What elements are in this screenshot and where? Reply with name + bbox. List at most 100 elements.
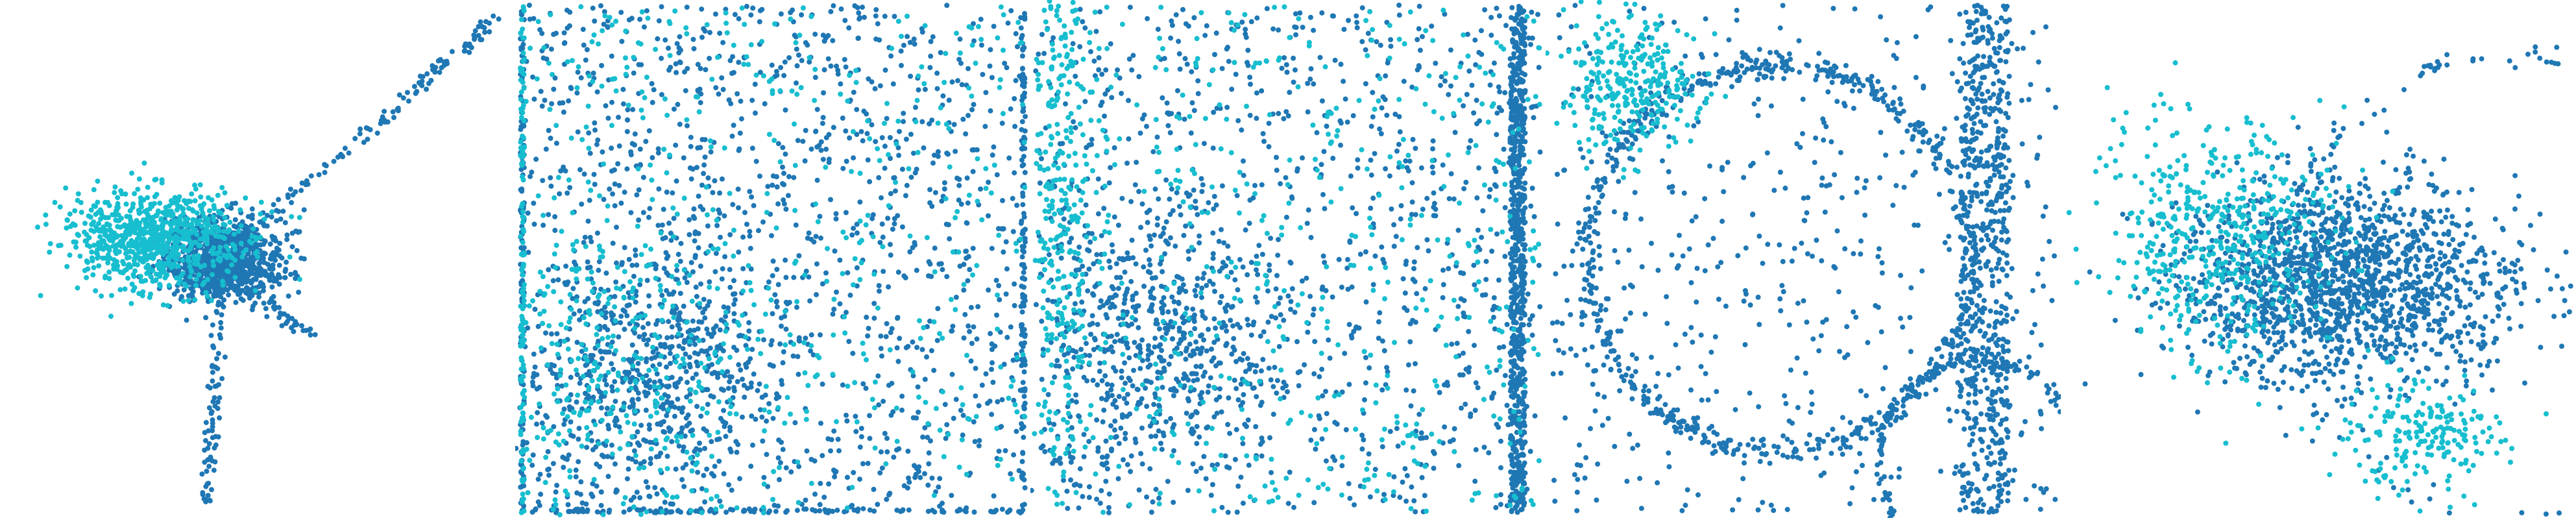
- scatter-point: [609, 123, 614, 129]
- scatter-point: [585, 308, 591, 314]
- scatter-point: [97, 234, 103, 240]
- scatter-point: [598, 3, 603, 8]
- scatter-point: [971, 324, 977, 330]
- scatter-point: [775, 455, 781, 461]
- scatter-point: [601, 161, 607, 167]
- scatter-point: [520, 362, 526, 368]
- scatter-point: [609, 442, 614, 448]
- scatter-point: [585, 276, 590, 282]
- scatter-point: [579, 500, 585, 506]
- scatter-point: [799, 58, 805, 64]
- scatter-point: [860, 138, 866, 143]
- scatter-point: [577, 308, 583, 314]
- scatter-point: [687, 339, 692, 345]
- scatter-point: [289, 315, 295, 321]
- scatter-point: [995, 463, 1001, 469]
- scatter-point: [1109, 393, 1115, 399]
- scatter-point: [821, 67, 827, 73]
- scatter-point: [931, 319, 937, 325]
- scatter-point: [1001, 249, 1006, 255]
- scatter-point: [521, 483, 527, 489]
- scatter-point: [688, 176, 694, 182]
- scatter-point: [775, 201, 781, 207]
- scatter-point: [989, 412, 995, 417]
- scatter-point: [953, 307, 958, 312]
- scatter-point: [820, 32, 826, 38]
- scatter-point: [538, 491, 544, 497]
- scatter-point: [714, 437, 720, 443]
- scatter-point: [589, 269, 594, 275]
- scatter-point: [930, 508, 936, 513]
- scatter-point: [844, 235, 849, 241]
- scatter-point: [596, 338, 601, 344]
- scatter-point: [965, 278, 971, 284]
- scatter-point: [588, 352, 594, 358]
- scatter-point: [591, 476, 597, 482]
- scatter-point: [760, 73, 766, 79]
- scatter-point: [553, 123, 559, 129]
- scatter-point: [955, 78, 960, 84]
- scatter-point: [585, 259, 590, 265]
- scatter-point: [1207, 278, 1213, 284]
- scatter-point: [867, 413, 872, 419]
- scatter-point: [154, 238, 160, 244]
- scatter-point: [1214, 410, 1220, 416]
- scatter-point: [910, 373, 916, 378]
- scatter-point: [917, 475, 923, 480]
- scatter-point: [618, 201, 624, 206]
- scatter-point: [731, 301, 737, 307]
- scatter-point: [609, 310, 614, 316]
- scatter-point: [606, 426, 612, 432]
- scatter-point: [557, 191, 563, 197]
- scatter-point: [766, 132, 772, 137]
- scatter-point: [628, 497, 634, 503]
- scatter-point: [677, 376, 683, 382]
- scatter-point: [792, 208, 798, 214]
- scatter-point: [599, 452, 605, 458]
- scatter-point: [988, 47, 993, 53]
- scatter-point: [563, 168, 568, 174]
- scatter-point: [568, 419, 574, 425]
- scatter-point: [872, 86, 878, 92]
- scatter-point: [970, 272, 975, 278]
- scatter-point: [210, 238, 216, 244]
- scatter-point: [226, 227, 232, 233]
- scatter-point: [858, 129, 864, 134]
- scatter-point: [875, 502, 881, 507]
- scatter-point: [1019, 119, 1025, 125]
- scatter-point: [585, 436, 590, 442]
- scatter-point: [808, 348, 814, 354]
- scatter-point: [837, 301, 843, 307]
- scatter-point: [642, 313, 648, 318]
- scatter-point: [1013, 78, 1019, 84]
- scatter-point: [797, 338, 802, 344]
- scatter-point: [570, 409, 576, 415]
- scatter-point: [622, 495, 628, 500]
- scatter-point: [727, 284, 733, 290]
- scatter-point: [646, 214, 651, 220]
- scatter-point: [683, 351, 688, 357]
- scatter-point: [180, 206, 186, 212]
- scatter-point: [1006, 395, 1012, 401]
- scatter-point: [632, 131, 638, 137]
- scatter-point: [849, 232, 855, 238]
- scatter-point: [391, 115, 396, 120]
- scatter-point: [906, 507, 912, 513]
- scatter-point: [599, 311, 605, 317]
- scatter-point: [966, 66, 971, 71]
- scatter-point: [843, 64, 849, 70]
- scatter-point: [748, 12, 754, 18]
- scatter-point: [519, 267, 525, 273]
- scatter-point: [723, 310, 729, 315]
- scatter-point: [276, 262, 282, 268]
- scatter-point: [996, 449, 1002, 454]
- scatter-point: [757, 8, 763, 14]
- scatter-point: [702, 499, 708, 505]
- scatter-point: [228, 205, 234, 211]
- scatter-point: [520, 478, 526, 484]
- scatter-point: [609, 77, 615, 82]
- scatter-point: [1021, 362, 1027, 367]
- scatter-point: [270, 235, 276, 241]
- scatter-point: [950, 323, 956, 329]
- scatter-point: [222, 190, 228, 195]
